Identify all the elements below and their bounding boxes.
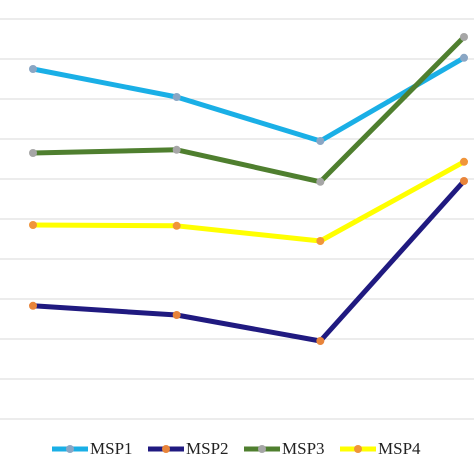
data-point <box>460 53 468 62</box>
data-point <box>316 177 325 186</box>
data-point <box>29 65 37 73</box>
data-point <box>316 337 325 345</box>
data-point <box>172 145 181 154</box>
legend-marker <box>162 445 170 453</box>
series-line <box>32 55 466 144</box>
series-line <box>32 35 466 185</box>
legend-label: MSP4 <box>378 439 421 458</box>
data-point <box>460 33 468 41</box>
data-point <box>316 137 325 145</box>
data-point <box>316 237 325 245</box>
series-line <box>32 159 466 244</box>
data-point <box>29 149 37 157</box>
legend-label: MSP3 <box>282 439 325 458</box>
legend-label: MSP1 <box>90 439 133 458</box>
data-point <box>460 177 468 185</box>
data-point <box>172 311 181 319</box>
data-point <box>460 157 468 166</box>
data-point <box>172 221 181 230</box>
data-point <box>172 93 181 101</box>
legend-marker <box>258 445 266 453</box>
legend-label: MSP2 <box>186 439 229 458</box>
legend-marker <box>354 445 362 453</box>
series-line <box>32 179 466 344</box>
data-point <box>29 301 37 310</box>
legend-marker <box>66 445 74 453</box>
data-point <box>29 221 37 229</box>
